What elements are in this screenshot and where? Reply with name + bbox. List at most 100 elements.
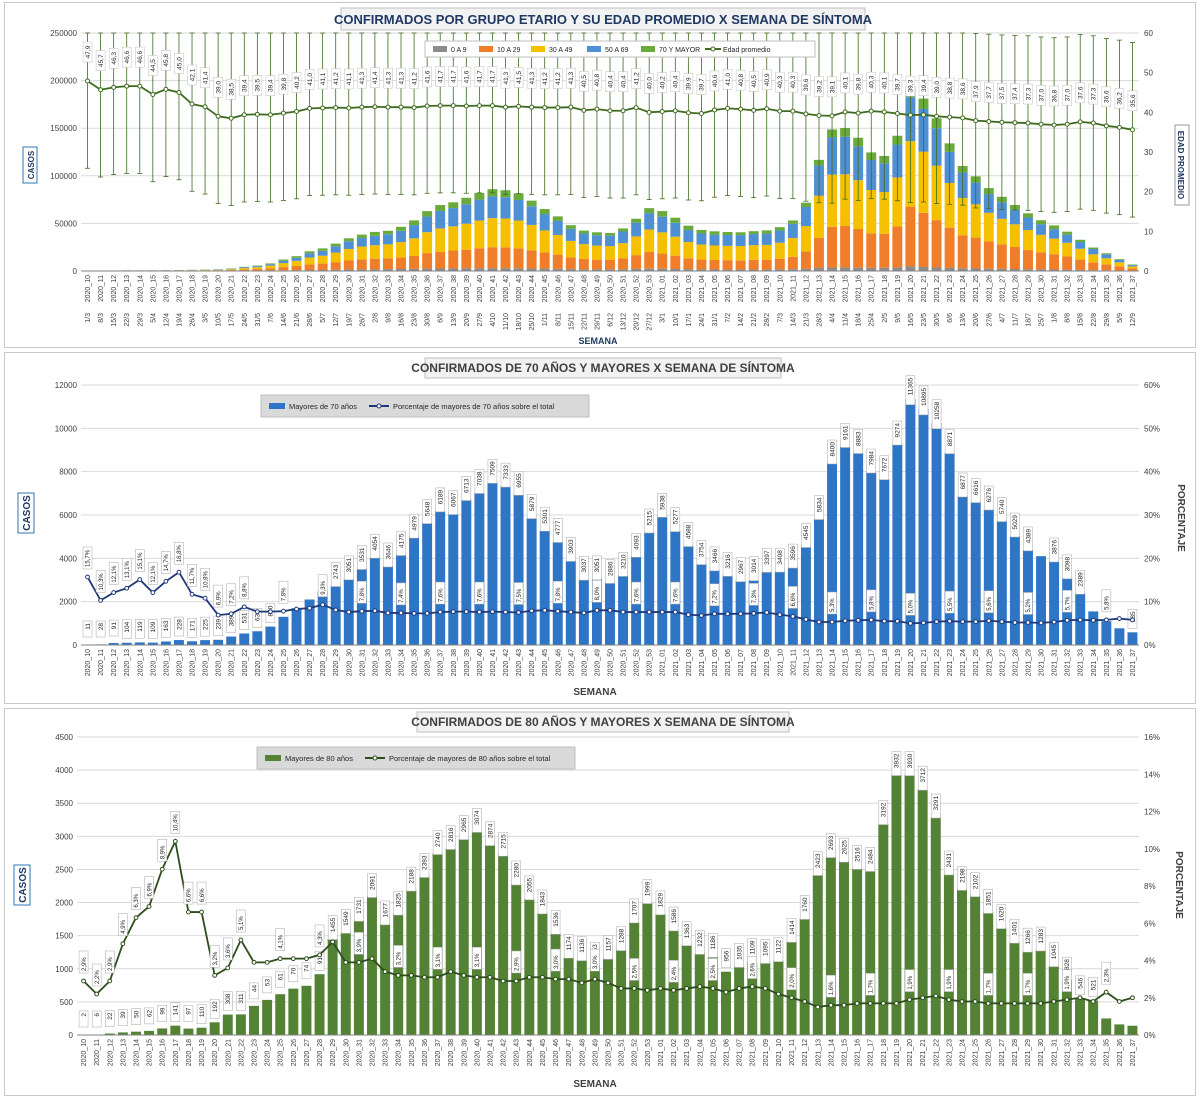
bar-segment bbox=[605, 232, 615, 236]
bar bbox=[487, 482, 498, 645]
bar-label: 2431 bbox=[946, 853, 953, 868]
avg-age-point bbox=[307, 105, 313, 111]
bar-segment bbox=[526, 224, 537, 251]
bar bbox=[565, 560, 576, 645]
bar-segment bbox=[996, 268, 1007, 271]
y2-tick-label: 4% bbox=[1144, 957, 1156, 966]
x-tick-label: 2021_24 bbox=[960, 1039, 967, 1066]
bar-label-box bbox=[695, 930, 705, 955]
bar bbox=[471, 831, 482, 1035]
bar-segment bbox=[422, 232, 433, 254]
percentage-point bbox=[395, 973, 401, 978]
percentage-point bbox=[398, 610, 404, 616]
percentage-point bbox=[671, 987, 676, 993]
bar-label-box bbox=[314, 950, 325, 971]
bar-segment bbox=[879, 233, 890, 268]
x-date-label: 17/5 bbox=[229, 313, 236, 327]
percentage-point bbox=[751, 610, 757, 616]
percentage-point bbox=[199, 909, 204, 915]
bar-label: 2625 bbox=[841, 840, 848, 855]
bar-label-box bbox=[708, 933, 718, 958]
avg-age-label-box bbox=[1062, 84, 1072, 106]
bar bbox=[226, 636, 237, 645]
bar bbox=[1049, 561, 1060, 645]
avg-age-label: 40,4 bbox=[607, 75, 614, 88]
avg-age-label: 41,2 bbox=[411, 72, 418, 85]
over-80-chart: CONFIRMADOS DE 80 AÑOS Y MAYORES X SEMAN… bbox=[13, 711, 1184, 1090]
x-date-label: 30/5 bbox=[934, 313, 941, 327]
bar-label: 11 bbox=[85, 623, 92, 630]
bar-label: 1549 bbox=[343, 911, 350, 926]
bar-label-box bbox=[513, 471, 524, 496]
percentage-label: 5,0% bbox=[909, 599, 915, 613]
bar bbox=[866, 472, 877, 645]
x-date-label: 20/9 bbox=[464, 313, 471, 327]
bar bbox=[1009, 942, 1020, 1035]
avg-age-label-box bbox=[905, 75, 916, 97]
bar-label-box bbox=[657, 493, 667, 518]
x-tick-label: 2020_18 bbox=[186, 1039, 193, 1066]
bar-label: 2886 bbox=[607, 561, 614, 576]
x-tick-label: 2020_46 bbox=[555, 275, 562, 302]
bar-label-box bbox=[918, 385, 929, 416]
bar-label: 634 bbox=[255, 610, 262, 621]
x-tick-label: 2021_26 bbox=[986, 649, 993, 676]
bar-label-box bbox=[748, 556, 759, 581]
bar-label: 4545 bbox=[803, 525, 810, 540]
bar-segment bbox=[500, 218, 511, 248]
bar-label: 918 bbox=[317, 953, 324, 964]
x-tick-label: 2020_32 bbox=[372, 649, 379, 676]
avg-age-label-box bbox=[174, 53, 184, 74]
bar-label-box bbox=[853, 429, 863, 454]
bar-segment bbox=[513, 199, 524, 221]
bar-segment bbox=[605, 246, 615, 260]
chart-title: CONFIRMADOS DE 80 AÑOS Y MAYORES X SEMAN… bbox=[411, 714, 795, 729]
percentage-label: 1,7% bbox=[868, 979, 874, 993]
x-tick-label: 2020_17 bbox=[173, 1039, 180, 1066]
avg-age-label: 41,5 bbox=[516, 71, 523, 84]
x-tick-label: 2021_02 bbox=[673, 649, 680, 676]
bar bbox=[134, 642, 145, 645]
x-tick-label: 2021_01 bbox=[660, 275, 667, 302]
bar-segment bbox=[657, 268, 668, 271]
x-date-label: 24/5 bbox=[242, 313, 249, 327]
percentage-point bbox=[1077, 617, 1083, 623]
bar-segment bbox=[291, 260, 302, 266]
bar-segment bbox=[513, 248, 524, 269]
bar-segment bbox=[435, 268, 446, 271]
x-tick-label: 2021_23 bbox=[947, 649, 954, 676]
percentage-point bbox=[947, 618, 953, 624]
x-tick-label: 2021_22 bbox=[933, 1039, 940, 1066]
avg-age-label-box bbox=[539, 68, 550, 89]
percentage-label: 7,8% bbox=[282, 587, 288, 601]
bar-label-box bbox=[288, 965, 299, 982]
x-date-label: 27/6 bbox=[986, 313, 993, 327]
bar-label-box bbox=[95, 620, 106, 638]
percentage-label: 12,1% bbox=[112, 565, 118, 583]
bar bbox=[1088, 1000, 1099, 1035]
chart-title: CONFIRMADOS DE 70 AÑOS Y MAYORES X SEMAN… bbox=[411, 360, 795, 375]
bar-segment bbox=[513, 193, 524, 200]
percentage-point bbox=[307, 605, 312, 611]
bar-label: 1266 bbox=[1025, 930, 1032, 945]
avg-age-point bbox=[672, 108, 678, 114]
bar-label-box bbox=[879, 455, 890, 481]
percentage-point bbox=[960, 619, 966, 625]
bar-label: 1825 bbox=[396, 893, 403, 908]
bar-segment bbox=[422, 211, 433, 217]
avg-age-label-box bbox=[135, 46, 145, 68]
percentage-label: 1,9% bbox=[908, 975, 914, 989]
x-date-label: 21/2 bbox=[751, 313, 758, 327]
percentage-label-box bbox=[590, 948, 600, 972]
avg-age-label: 41,7 bbox=[451, 70, 458, 83]
avg-age-label: 39,8 bbox=[855, 77, 862, 90]
x-tick-label: 2020_17 bbox=[176, 275, 183, 302]
avg-age-point bbox=[542, 105, 548, 111]
x-tick-label: 2021_06 bbox=[724, 1039, 731, 1066]
bar-segment bbox=[709, 259, 720, 270]
x-tick-label: 2021_08 bbox=[751, 275, 758, 302]
percentage-label-box bbox=[239, 576, 250, 600]
percentage-label-box bbox=[121, 557, 132, 581]
bar-label-box bbox=[944, 429, 955, 455]
bar-segment bbox=[343, 241, 354, 250]
